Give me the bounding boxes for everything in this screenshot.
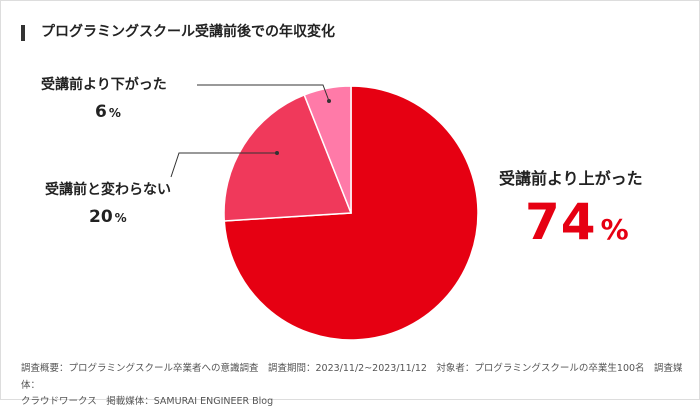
pie-slice-down — [303, 85, 352, 214]
pie-slice-same — [223, 93, 353, 222]
leader-line-down — [197, 84, 330, 102]
label-same-value: 20% — [89, 207, 127, 227]
leader-dot-down — [327, 99, 331, 103]
survey-footer: 調査概要：プログラミングスクール卒業者への意識調査 調査期間：2023/11/2… — [21, 361, 686, 411]
label-up: 受講前より上がった — [499, 165, 643, 189]
title-marker — [21, 25, 25, 41]
label-down: 受講前より下がった — [41, 74, 167, 94]
label-same-text: 受講前と変わらない — [45, 182, 171, 198]
label-up-unit: % — [600, 213, 629, 246]
footer-line-2: クラウドワークス 掲載媒体：SAMURAI ENGINEER Blog — [21, 396, 274, 408]
label-up-number: 74 — [525, 193, 597, 251]
leader-line-same — [170, 152, 277, 178]
label-down-text: 受講前より下がった — [41, 77, 167, 93]
label-down-number: 6 — [95, 102, 107, 122]
label-up-value: 74% — [525, 193, 629, 251]
footer-line-1: 調査概要：プログラミングスクール卒業者への意識調査 調査期間：2023/11/2… — [21, 363, 683, 391]
label-same-unit: % — [114, 211, 127, 225]
label-down-value: 6% — [95, 102, 121, 122]
pie-chart — [170, 84, 479, 341]
label-down-unit: % — [108, 106, 121, 120]
chart-title: プログラミングスクール受講前後での年収変化 — [41, 24, 335, 40]
label-up-text: 受講前より上がった — [499, 169, 643, 188]
leader-dot-same — [275, 151, 279, 155]
label-same-number: 20 — [89, 207, 113, 227]
label-same: 受講前と変わらない — [45, 179, 171, 199]
